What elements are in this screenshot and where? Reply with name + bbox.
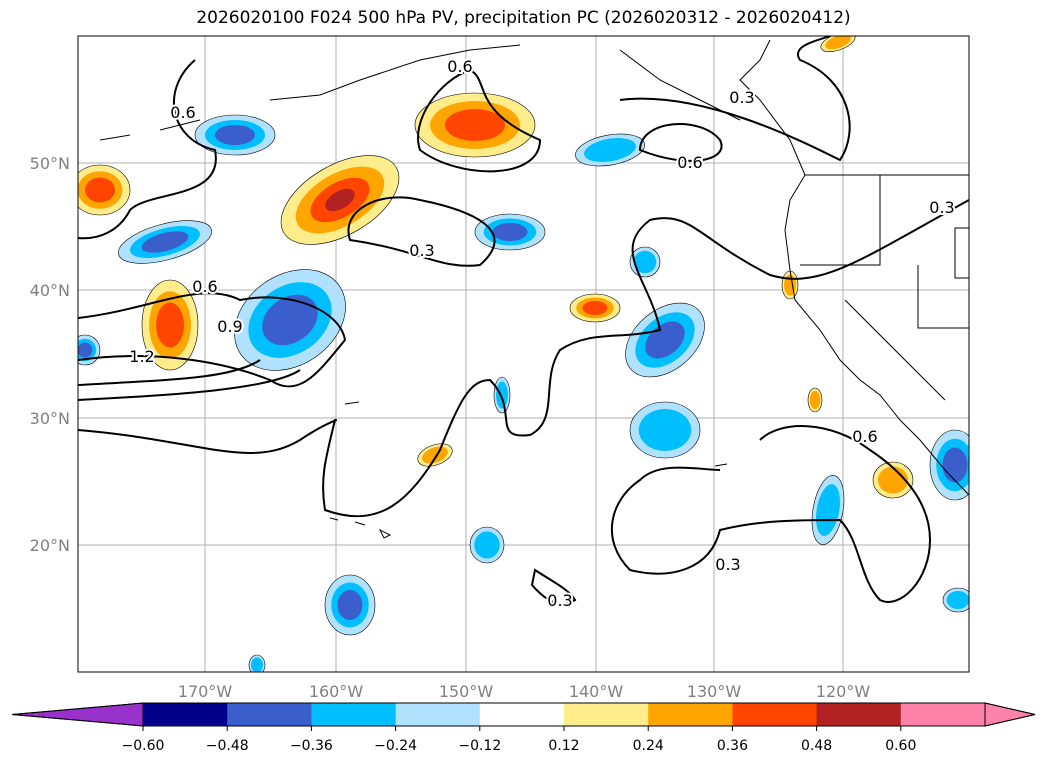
precip-region bbox=[78, 342, 93, 358]
lon-tick-label: 150°W bbox=[439, 682, 494, 701]
colorbar-tick-label: −0.24 bbox=[374, 738, 417, 754]
contour-label: 0.6 bbox=[447, 57, 472, 76]
precip-region bbox=[141, 231, 189, 253]
colorbar-segment bbox=[227, 703, 312, 726]
precip-region bbox=[809, 391, 821, 409]
map-frame bbox=[77, 35, 970, 673]
colorbar-tick-label: 0.60 bbox=[885, 738, 916, 754]
colorbar-extend-low bbox=[11, 702, 144, 727]
precip-region bbox=[251, 657, 263, 672]
map-area bbox=[78, 36, 969, 672]
contour-label: 0.6 bbox=[677, 153, 702, 172]
precip-region bbox=[325, 188, 355, 212]
precip-region bbox=[85, 177, 115, 203]
precip-region bbox=[474, 531, 500, 559]
colorbar: −0.60 −0.48 −0.36 −0.24 −0.12 0.12 0.24 0.36 0.4… bbox=[11, 702, 1036, 754]
pv-contours bbox=[78, 36, 969, 605]
lat-tick-label: 30°N bbox=[30, 409, 70, 428]
colorbar-tick-label: −0.36 bbox=[290, 738, 333, 754]
precip-region bbox=[582, 301, 608, 315]
colorbar-tick-label: −0.12 bbox=[458, 738, 501, 754]
colorbar-segment bbox=[648, 703, 733, 726]
lat-tick-label: 50°N bbox=[30, 154, 70, 173]
colorbar-tick-label: −0.60 bbox=[122, 738, 165, 754]
colorbar-tick-label: 0.36 bbox=[717, 738, 748, 754]
precip-region bbox=[946, 591, 969, 609]
colorbar-segment bbox=[143, 703, 228, 726]
colorbar-tick-label: 0.12 bbox=[548, 738, 579, 754]
contour-label: 0.3 bbox=[547, 591, 572, 610]
precip-region bbox=[825, 36, 851, 50]
colorbar-segment bbox=[311, 703, 397, 726]
colorbar-segment bbox=[732, 703, 818, 726]
contour-label: 0.3 bbox=[715, 555, 740, 574]
precip-region bbox=[445, 109, 505, 141]
colorbar-segment bbox=[564, 703, 649, 726]
precip-region bbox=[638, 409, 692, 451]
precip-region bbox=[816, 484, 840, 536]
contour-labels: 0.6 0.6 0.3 0.6 0.3 0.3 0.6 0.9 1.2 0.6 0.3 0.3 bbox=[127, 55, 956, 612]
lat-tick-label: 40°N bbox=[30, 281, 70, 300]
colorbar-segment bbox=[900, 703, 986, 726]
contour-label: 0.6 bbox=[170, 103, 195, 122]
colorbar-segment bbox=[816, 703, 902, 726]
precip-region bbox=[942, 447, 968, 483]
lat-tick-label: 20°N bbox=[30, 536, 70, 555]
coastlines bbox=[99, 39, 969, 539]
contour-label: 0.3 bbox=[409, 241, 434, 260]
contour-label: 0.6 bbox=[192, 277, 217, 296]
lon-tick-label: 140°W bbox=[569, 682, 624, 701]
map-title: 2026020100 F024 500 hPa PV, precipitatio… bbox=[196, 8, 851, 28]
precip-region bbox=[422, 446, 448, 464]
contour-label: 0.3 bbox=[929, 198, 954, 217]
colorbar-tick-label: 0.48 bbox=[801, 738, 832, 754]
precip-region bbox=[878, 466, 908, 494]
axis-ticks: 170°W 160°W 150°W 140°W 130°W 120°W 50°N 40°N 30… bbox=[30, 154, 871, 701]
precip-region bbox=[215, 125, 255, 145]
colorbar-tick-label: 0.24 bbox=[633, 738, 664, 754]
colorbar-tick-label: −0.48 bbox=[206, 738, 249, 754]
precip-region bbox=[262, 294, 318, 346]
colorbar-segment bbox=[479, 703, 565, 726]
precip-region bbox=[156, 302, 184, 348]
contour-label: 0.9 bbox=[217, 317, 242, 336]
colorbar-extend-high bbox=[984, 702, 1036, 727]
contour-label: 0.3 bbox=[729, 88, 754, 107]
precip-region bbox=[492, 223, 528, 241]
contour-label: 1.2 bbox=[129, 347, 154, 366]
lon-tick-label: 170°W bbox=[178, 682, 233, 701]
lon-tick-label: 160°W bbox=[309, 682, 364, 701]
precip-region bbox=[496, 381, 508, 409]
precip-region bbox=[633, 250, 657, 274]
contour-label: 0.6 bbox=[852, 427, 877, 446]
gridlines bbox=[78, 36, 969, 672]
precip-region bbox=[584, 138, 636, 162]
lon-tick-label: 120°W bbox=[816, 682, 871, 701]
precip-region bbox=[337, 590, 363, 620]
colorbar-segment bbox=[395, 703, 481, 726]
lon-tick-label: 130°W bbox=[687, 682, 742, 701]
precipitation-fill bbox=[78, 36, 969, 672]
